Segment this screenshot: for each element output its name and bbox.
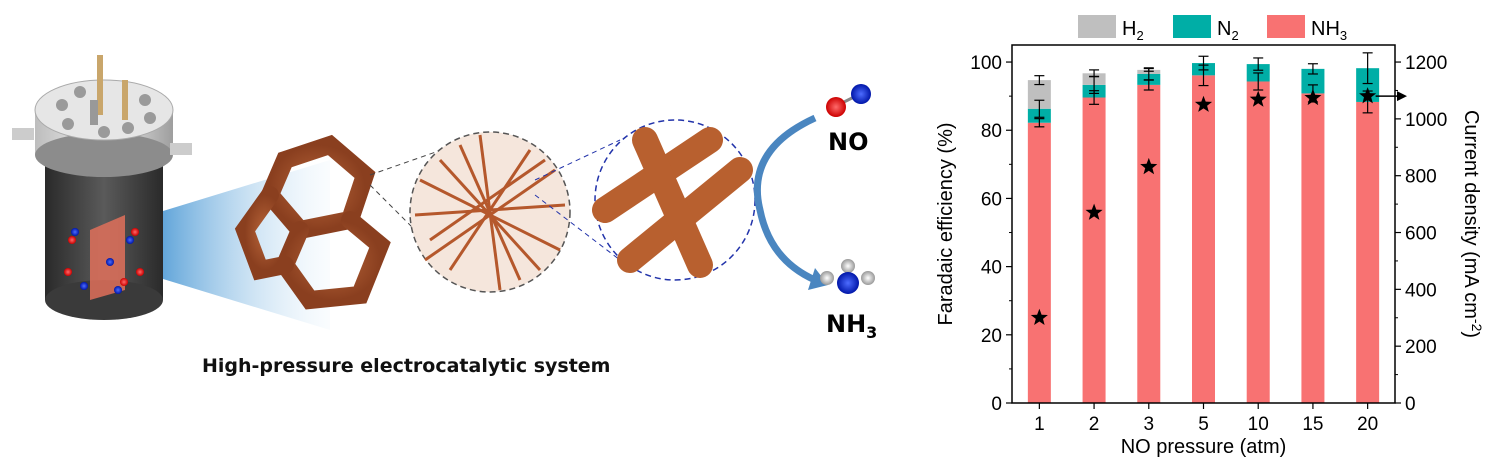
y-right-tick-label: 1200 [1405,53,1447,74]
x-tick-label: 3 [1143,414,1154,435]
y-right-axis-label: Current density (mA cm-2) [1460,110,1485,338]
reactor-illustration [12,55,330,330]
legend-name: H [1122,18,1136,40]
x-tick-label: 15 [1302,414,1323,435]
y-tick-label: 0 [991,394,1002,415]
bar-h2 [1027,80,1051,109]
bar-nh3 [1137,84,1161,404]
catalyst-lattice-illustration [234,134,391,310]
bar-nh3 [1301,93,1325,404]
zoom-line [534,139,621,181]
y-right-axis-label-end: ) [1460,331,1482,338]
legend-label: NH3 [1311,18,1347,43]
legend-swatch [1173,15,1211,38]
x-tick-label: 10 [1248,414,1269,435]
product-label: NH [826,310,866,338]
bar-nh3 [1027,122,1051,403]
nanowire-zoom-circle [409,131,571,293]
legend-label: N2 [1217,18,1239,43]
bar-nh3 [1082,97,1106,404]
y-right-tick-label: 600 [1405,224,1437,245]
y-tick-label: 40 [981,258,1002,279]
current-density-star [1194,95,1213,112]
current-density-star [1359,87,1377,104]
bar-n2 [1301,68,1325,94]
y-tick-label: 20 [981,326,1002,347]
legend-subscript: 2 [1231,28,1238,43]
x-tick-label: 5 [1198,414,1209,435]
bar-nh3 [1356,101,1380,403]
current-density-star [1140,157,1158,175]
legend-subscript: 3 [1340,28,1347,43]
legend-swatch [1267,15,1305,38]
y-tick-label: 60 [981,189,1002,210]
bar-nh3 [1246,81,1270,403]
y-right-tick-label: 200 [1405,337,1437,358]
legend-swatch [1078,15,1116,38]
no-molecule-icon [826,84,871,117]
current-density-star [1249,90,1267,107]
y-tick-label: 100 [970,53,1002,74]
current-density-star [1304,88,1322,106]
product-subscript: 3 [866,323,877,342]
arrow-head-icon [808,268,828,290]
legend-name: NH [1311,18,1340,40]
legend-subscript: 2 [1136,28,1143,43]
svg-text:NH3: NH3 [826,310,877,342]
arrow-head-icon [1397,91,1407,102]
x-tick-label: 1 [1034,414,1045,435]
x-tick-label: 20 [1357,414,1378,435]
current-density-star [1085,203,1103,220]
legend-label: H2 [1122,18,1144,43]
reaction-arrow [753,114,817,284]
nh3-molecule-icon [820,259,875,294]
x-axis-label: NO pressure (atm) [1121,436,1287,458]
legend-name: N [1217,18,1231,40]
y-right-axis-label-text: Current density (mA cm [1460,110,1482,319]
y-right-tick-label: 400 [1405,280,1437,301]
illustration-caption: High-pressure electrocatalytic system [202,355,610,377]
y-axis-label: Faradaic efficiency (%) [935,122,957,325]
current-density-star [1030,308,1048,325]
y-right-tick-label: 1000 [1405,110,1447,131]
y-right-tick-label: 800 [1405,167,1437,188]
y-right-tick-label: 0 [1405,394,1416,415]
porous-wire-zoom-circle [592,119,756,281]
reactant-label: NO [828,128,869,156]
y-tick-label: 80 [981,121,1002,142]
x-tick-label: 2 [1089,414,1100,435]
bar-nh3 [1192,75,1215,404]
y-right-axis-label-sup: -2 [1469,319,1485,332]
